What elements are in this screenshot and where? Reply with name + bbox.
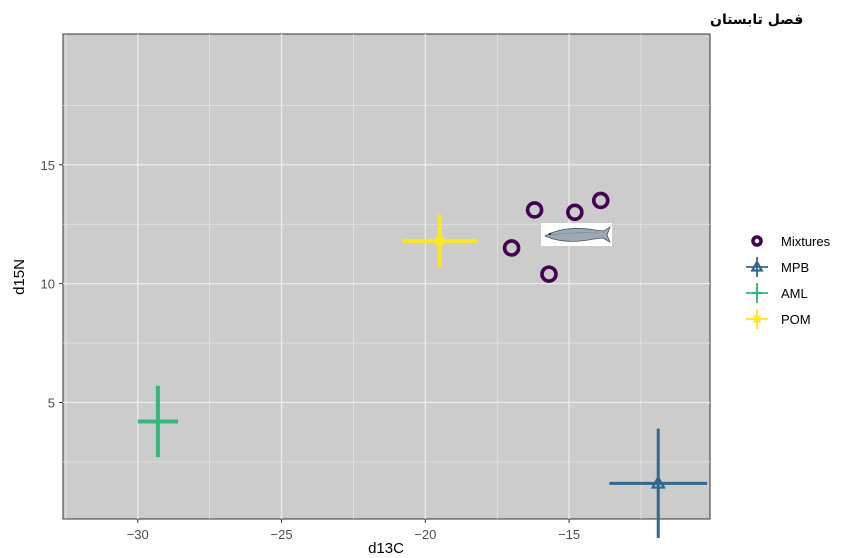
legend-item-pom: POM [746,309,811,329]
legend-key [752,314,762,324]
mixture-point [525,201,544,219]
source-mpb [609,428,708,539]
x-tick-label: −20 [414,527,436,542]
legend-item-aml: AML [746,283,808,303]
mixture-point [566,203,584,222]
legend-key [752,288,762,298]
legend-key [750,259,764,272]
plot-panel [62,33,711,520]
y-axis: 5 10 15 [41,158,63,411]
legend-key [751,235,763,247]
x-axis-title: d13C [368,540,404,557]
legend-label: Mixtures [781,234,831,249]
marker-stroke [434,235,445,246]
legend-item-mixtures: Mixtures [751,234,831,249]
grid-major [63,34,710,519]
marker-stroke [752,314,762,324]
mixture-point [591,191,610,210]
x-tick-label: −25 [271,527,293,542]
legend: Mixtures MPB AML POM [746,234,831,329]
source-marker-aml [151,415,164,428]
source-marker-pom [433,234,446,247]
mixture-point [502,239,521,257]
y-tick-label: 15 [41,158,55,173]
chart-title: فصل تابستان [710,12,803,28]
data-layer [137,191,708,539]
y-tick-label: 10 [41,277,55,292]
legend-label: AML [781,286,808,301]
y-axis-title: d15N [11,259,28,295]
legend-label: POM [781,312,811,327]
source-pom [402,214,478,267]
x-axis: −30 −25 −20 −15 [127,519,580,542]
grid-minor [63,34,710,519]
y-tick-label: 5 [48,396,55,411]
x-tick-label: −15 [558,527,580,542]
source-marker-mpb [650,475,666,489]
legend-item-mpb: MPB [746,257,809,277]
x-tick-label: −30 [127,527,149,542]
mixture-point [540,265,558,283]
legend-label: MPB [781,260,809,275]
source-aml [137,385,179,458]
fish-picture [541,223,612,246]
